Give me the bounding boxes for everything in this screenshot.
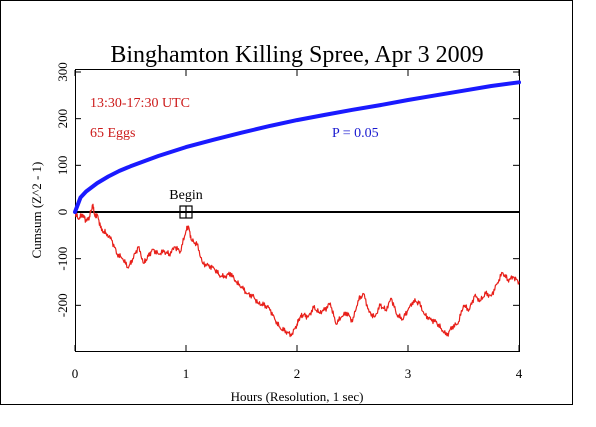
x-tick-label: 3 [405,366,412,381]
x-tick-label: 4 [516,366,523,381]
p-value-annotation: P = 0.05 [332,126,379,141]
cumsum-line [74,203,520,338]
time-range-annotation: 13:30-17:30 UTC [90,96,190,111]
eggs-annotation: 65 Eggs [90,126,136,141]
y-tick-label: 300 [55,62,70,82]
begin-label: Begin [169,188,202,203]
y-axis-label: Cumsum (Z^2 - 1) [29,162,44,259]
x-axis-label: Hours (Resolution, 1 sec) [231,389,364,404]
x-tick-label: 2 [294,366,301,381]
figure-frame [0,0,573,405]
series-layer [73,80,521,338]
probability-envelope-line [73,80,521,214]
chart-title: Binghamton Killing Spree, Apr 3 2009 [110,42,483,68]
x-tick-label: 0 [72,366,79,381]
y-tick-label: 100 [55,156,70,176]
y-tick-label: -200 [55,293,70,317]
axes: 0 1 2 3 4 300 200 100 0 -100 -200 [55,62,523,381]
begin-marker [179,205,193,219]
y-tick-label: 200 [55,109,70,128]
x-tick-label: 1 [183,366,190,381]
y-tick-label: 0 [55,209,70,216]
y-tick-label: -100 [55,247,70,271]
